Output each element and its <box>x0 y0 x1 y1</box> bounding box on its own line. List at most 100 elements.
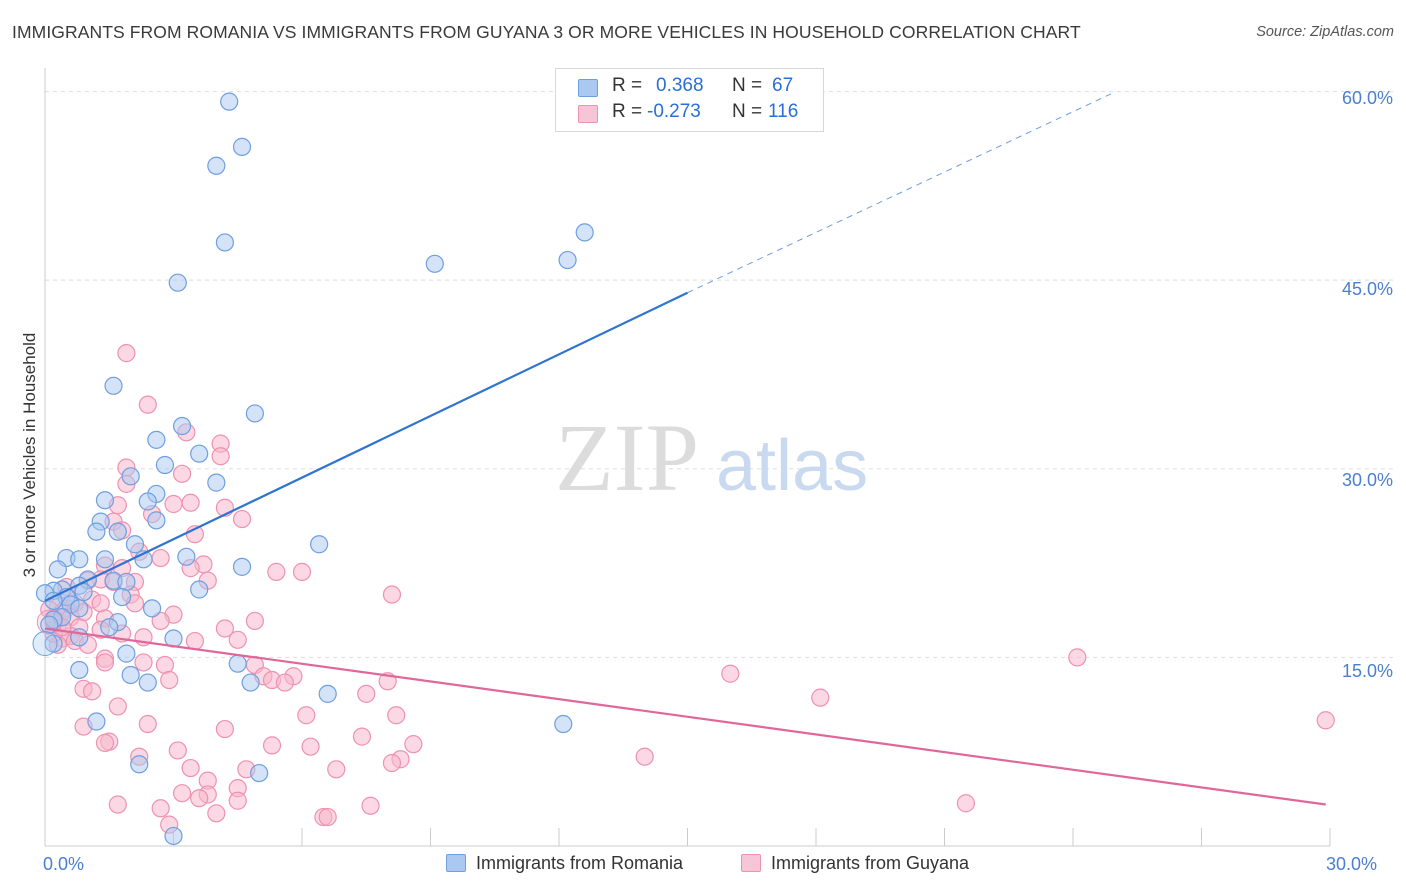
grid-lines <box>45 91 1393 658</box>
romania-point <box>164 826 183 846</box>
romania-point <box>130 755 149 774</box>
romania-point <box>177 547 196 566</box>
guyana-point <box>168 741 187 760</box>
legend-swatch-romania <box>446 854 466 872</box>
guyana-point <box>361 796 380 815</box>
romania-point <box>87 712 106 731</box>
romania-point <box>138 673 157 692</box>
romania-point <box>425 254 444 273</box>
guyana-point <box>211 447 230 466</box>
legend-label-romania: Immigrants from Romania <box>476 853 684 873</box>
guyana-point <box>352 727 372 746</box>
guyana-point <box>228 791 247 810</box>
stats-legend: R = 0.368 N = 67 R = -0.273 N = 116 <box>555 68 824 132</box>
legend-item-guyana[interactable]: Immigrants from Guyana <box>741 853 969 874</box>
watermark-atlas: atlas <box>716 426 868 506</box>
guyana-point <box>138 714 157 734</box>
romania-point <box>310 535 329 554</box>
guyana-point <box>811 688 830 707</box>
series-legend: Immigrants from Romania Immigrants from … <box>0 853 1406 877</box>
guyana-point <box>267 562 286 581</box>
guyana-point <box>134 653 153 672</box>
romania-point <box>100 618 119 637</box>
source-credit: Source: ZipAtlas.com <box>1256 24 1394 40</box>
x-tick-label-max: 30.0% <box>1326 854 1377 874</box>
romania-point <box>121 665 140 685</box>
guyana-point <box>155 655 175 675</box>
guyana-point <box>185 631 205 651</box>
romania-point <box>70 599 89 618</box>
guyana-point <box>83 682 102 701</box>
romania-point <box>95 550 115 569</box>
guyana-point <box>1316 711 1335 730</box>
romania-swatch <box>578 79 598 97</box>
romania-point <box>155 455 175 475</box>
romania-point <box>70 550 89 569</box>
guyana-point <box>635 747 654 766</box>
guyana-n-value: 116 <box>768 101 799 122</box>
romania-point <box>112 587 132 607</box>
guyana-point <box>1068 648 1087 667</box>
romania-point <box>228 654 247 673</box>
romania-point <box>220 92 239 111</box>
romania-point <box>554 714 573 734</box>
guyana-point <box>228 630 247 649</box>
guyana-point <box>275 673 294 692</box>
romania-point <box>172 416 192 436</box>
guyana-point <box>95 653 115 672</box>
guyana-point <box>151 611 170 631</box>
chart-title: IMMIGRANTS FROM ROMANIA VS IMMIGRANTS FR… <box>12 22 1081 42</box>
romania-trend-extension <box>687 91 1117 294</box>
tick-labels: 0.0% 30.0% 15.0% 30.0% 45.0% 60.0% 3 or … <box>20 88 1393 874</box>
guyana-point <box>138 395 157 414</box>
guyana-point <box>181 758 200 778</box>
romania-point <box>147 511 166 530</box>
romania-r-label: R = <box>612 75 643 96</box>
romania-n-value: 67 <box>772 75 794 96</box>
romania-point <box>32 631 58 657</box>
romania-point <box>117 572 136 592</box>
guyana-point <box>245 611 264 631</box>
guyana-point <box>164 494 183 514</box>
romania-n-label: N = <box>732 75 763 96</box>
romania-point <box>108 522 127 541</box>
romania-point <box>168 273 187 292</box>
guyana-point <box>357 684 376 703</box>
romania-point <box>138 492 157 511</box>
romania-point <box>318 684 337 703</box>
legend-label-guyana: Immigrants from Guyana <box>771 853 970 873</box>
guyana-trend-line <box>44 627 1326 806</box>
guyana-point <box>327 760 346 779</box>
romania-point <box>121 467 140 486</box>
guyana-point <box>151 799 170 818</box>
guyana-r-label: R = <box>612 101 643 122</box>
y-axis-label: 3 or more Vehicles in Household <box>20 333 39 578</box>
romania-point <box>232 137 252 156</box>
romania-point <box>232 557 252 576</box>
romania-r-value: 0.368 <box>656 75 704 96</box>
x-tick-label-min: 0.0% <box>43 854 84 874</box>
guyana-point <box>297 706 316 725</box>
guyana-r-value: -0.273 <box>647 101 701 122</box>
trend-lines <box>44 91 1326 806</box>
romania-point <box>48 560 67 579</box>
guyana-point <box>404 735 423 754</box>
romania-trend-line <box>44 291 688 602</box>
axes <box>44 68 1331 847</box>
guyana-point <box>232 509 252 529</box>
romania-point <box>70 660 89 680</box>
romania-point <box>215 233 234 252</box>
romania-point <box>245 404 264 423</box>
romania-point <box>117 644 136 663</box>
guyana-swatch <box>578 105 598 123</box>
romania-point <box>241 673 260 692</box>
legend-item-romania[interactable]: Immigrants from Romania <box>446 853 683 874</box>
romania-point <box>142 599 162 618</box>
guyana-point <box>215 719 234 739</box>
romania-point <box>125 535 145 554</box>
guyana-point <box>382 585 402 604</box>
stats-row-guyana: R = -0.273 N = 116 <box>556 101 823 127</box>
guyana-point <box>382 753 402 773</box>
guyana-point <box>108 795 127 814</box>
guyana-point <box>108 697 127 716</box>
